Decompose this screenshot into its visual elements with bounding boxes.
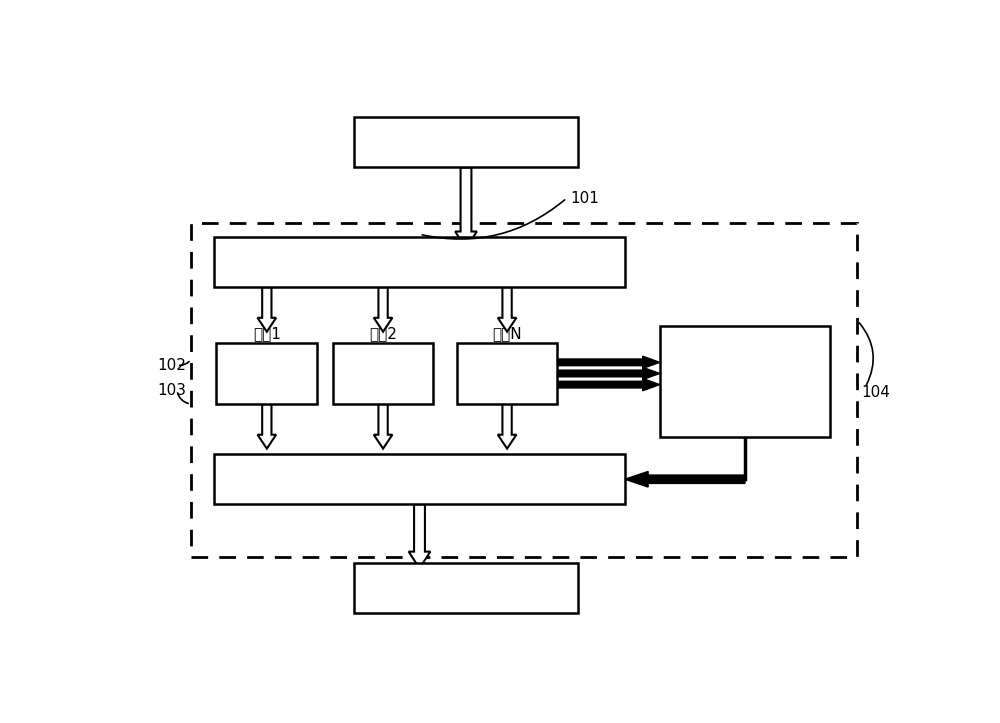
FancyBboxPatch shape <box>214 454 625 505</box>
Text: 粒径2: 粒径2 <box>369 327 397 341</box>
FancyBboxPatch shape <box>354 562 578 613</box>
FancyBboxPatch shape <box>216 343 317 404</box>
Text: 声表面波
传感器2: 声表面波 传感器2 <box>365 357 402 390</box>
FancyBboxPatch shape <box>214 237 625 287</box>
Text: 流量控制单元: 流量控制单元 <box>382 469 457 489</box>
Text: 粒径N: 粒径N <box>492 327 522 341</box>
Polygon shape <box>557 378 660 390</box>
Polygon shape <box>409 505 430 568</box>
Text: 冲击式分级采样系统: 冲击式分级采样系统 <box>363 252 476 272</box>
Text: 104: 104 <box>861 385 890 401</box>
FancyBboxPatch shape <box>660 326 830 437</box>
Polygon shape <box>557 356 660 369</box>
Polygon shape <box>374 404 392 448</box>
Text: 103: 103 <box>158 382 187 398</box>
FancyBboxPatch shape <box>354 117 578 168</box>
Text: 102: 102 <box>158 358 186 372</box>
FancyBboxPatch shape <box>333 343 433 404</box>
Text: 粒径1: 粒径1 <box>253 327 281 341</box>
Text: 大气采样入口: 大气采样入口 <box>428 132 503 153</box>
Polygon shape <box>498 287 516 332</box>
Polygon shape <box>455 168 477 248</box>
FancyBboxPatch shape <box>457 343 557 404</box>
Polygon shape <box>498 404 516 448</box>
Text: ···: ··· <box>415 364 436 383</box>
Text: 声表面波
传感器1: 声表面波 传感器1 <box>248 357 285 390</box>
Polygon shape <box>735 404 755 437</box>
Polygon shape <box>258 404 276 448</box>
Text: 气体出口: 气体出口 <box>441 578 491 598</box>
Polygon shape <box>258 287 276 332</box>
Polygon shape <box>625 471 745 487</box>
Polygon shape <box>557 367 660 380</box>
Text: 101: 101 <box>571 191 600 205</box>
Text: 控制与运算单元: 控制与运算单元 <box>707 373 783 391</box>
Polygon shape <box>374 287 392 332</box>
Text: 声表面波
传感器N: 声表面波 传感器N <box>488 357 526 390</box>
